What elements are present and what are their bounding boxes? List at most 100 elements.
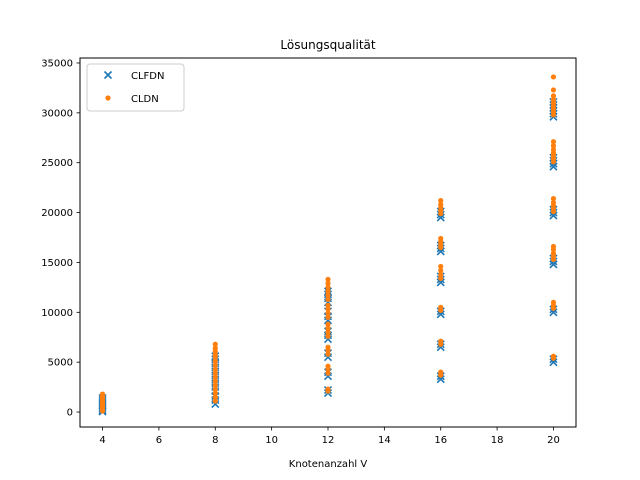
point-cldn (212, 370, 218, 376)
point-cldn (325, 344, 331, 350)
point-cldn (438, 198, 444, 204)
point-cldn (212, 366, 218, 372)
legend-label-clfdn: CLFDN (131, 71, 165, 82)
point-cldn (325, 310, 331, 316)
x-marker-stroke (549, 211, 558, 220)
point-cldn (550, 139, 557, 145)
point-cldn (438, 338, 444, 344)
point-clfdn (436, 375, 445, 384)
x-tick-label-16: 16 (434, 435, 447, 446)
point-clfdn (549, 211, 558, 220)
x-marker-stroke (549, 260, 558, 269)
point-cldn (550, 196, 557, 202)
point-cldn (325, 284, 331, 290)
x-tick-label-12: 12 (322, 435, 335, 446)
point-cldn (325, 333, 331, 339)
legend-marker-clfdn (103, 70, 113, 80)
y-tick-label-30000: 30000 (41, 108, 73, 119)
point-clfdn (436, 213, 445, 222)
point-cldn (99, 391, 106, 397)
x-axis-label: Knotenanzahl V (289, 459, 368, 470)
point-clfdn (436, 310, 445, 319)
point-cldn (550, 353, 557, 359)
point-cldn (325, 351, 331, 357)
point-cldn (438, 202, 444, 208)
y-tick-label-0: 0 (67, 408, 73, 419)
point-cldn (438, 271, 444, 278)
point-cldn (550, 200, 557, 206)
point-cldn (550, 87, 557, 93)
point-cldn (325, 292, 331, 298)
y-tick-label-25000: 25000 (41, 158, 73, 169)
point-cldn (212, 358, 218, 364)
point-cldn (212, 378, 218, 384)
point-cldn (550, 299, 557, 305)
x-tick-label-10: 10 (265, 435, 278, 446)
point-cldn (438, 267, 444, 274)
x-tick-label-8: 8 (212, 435, 218, 446)
point-cldn (212, 390, 218, 396)
point-clfdn (549, 260, 558, 269)
point-clfdn (549, 162, 558, 171)
point-cldn (325, 306, 331, 312)
point-cldn (212, 382, 218, 388)
x-marker-stroke (549, 308, 558, 317)
point-cldn (325, 314, 331, 320)
point-clfdn (436, 278, 445, 287)
point-cldn (438, 304, 444, 310)
point-cldn (550, 74, 557, 80)
legend: CLFDN CLDN (86, 63, 185, 112)
point-cldn (325, 329, 331, 335)
point-cldn (325, 276, 331, 282)
point-cldn (325, 302, 331, 308)
point-cldn (325, 321, 331, 327)
x-marker-stroke (549, 358, 558, 367)
point-cldn (438, 235, 444, 242)
x-tick-label-20: 20 (547, 435, 560, 446)
point-cldn (212, 345, 218, 351)
point-clfdn (549, 358, 558, 367)
point-cldn (212, 398, 218, 404)
x-tick-label-4: 4 (99, 435, 105, 446)
legend-label-cldn: CLDN (131, 94, 159, 105)
point-cldn (325, 386, 331, 392)
plot-marks (98, 74, 558, 416)
point-cldn (212, 374, 218, 380)
point-cldn (438, 263, 444, 270)
y-axis: 0 5000 10000 15000 20000 25000 30000 35000 (41, 58, 80, 419)
y-tick-label-10000: 10000 (41, 308, 73, 319)
point-cldn (550, 97, 557, 103)
point-cldn (325, 325, 331, 331)
point-cldn (212, 386, 218, 392)
point-cldn (438, 369, 444, 375)
legend-marker-cldn (105, 95, 111, 101)
legend-dot-marker (105, 95, 111, 101)
point-cldn (325, 370, 331, 376)
point-cldn (325, 288, 331, 294)
point-cldn (325, 280, 331, 286)
legend-box (86, 63, 185, 112)
x-marker-stroke (549, 162, 558, 171)
point-cldn (325, 296, 331, 302)
x-marker-stroke (436, 247, 445, 256)
point-cldn (550, 143, 557, 149)
x-marker-stroke (436, 375, 445, 384)
x-marker-stroke (103, 70, 113, 80)
point-cldn (212, 394, 218, 400)
legend-x-marker (103, 70, 113, 80)
point-cldn (550, 93, 557, 99)
chart-title: Lösungsqualität (280, 38, 375, 52)
point-cldn (438, 275, 444, 282)
point-clfdn (436, 247, 445, 256)
x-marker-stroke (436, 278, 445, 287)
x-marker-stroke (436, 213, 445, 222)
point-cldn (550, 243, 557, 250)
x-axis: 4 6 8 10 12 14 16 18 20 (99, 427, 560, 446)
point-cldn (325, 363, 331, 369)
x-marker-stroke (436, 310, 445, 319)
point-cldn (212, 362, 218, 368)
x-tick-label-18: 18 (491, 435, 504, 446)
point-cldn (550, 250, 557, 257)
x-tick-label-6: 6 (156, 435, 162, 446)
